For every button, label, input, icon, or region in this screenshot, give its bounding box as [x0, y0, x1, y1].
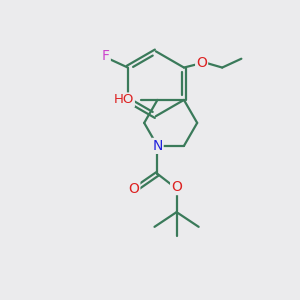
Text: F: F — [102, 49, 110, 63]
Text: HO: HO — [113, 93, 134, 106]
Text: O: O — [196, 56, 207, 70]
Text: N: N — [152, 139, 163, 153]
Text: O: O — [171, 180, 182, 194]
Text: O: O — [128, 182, 139, 196]
